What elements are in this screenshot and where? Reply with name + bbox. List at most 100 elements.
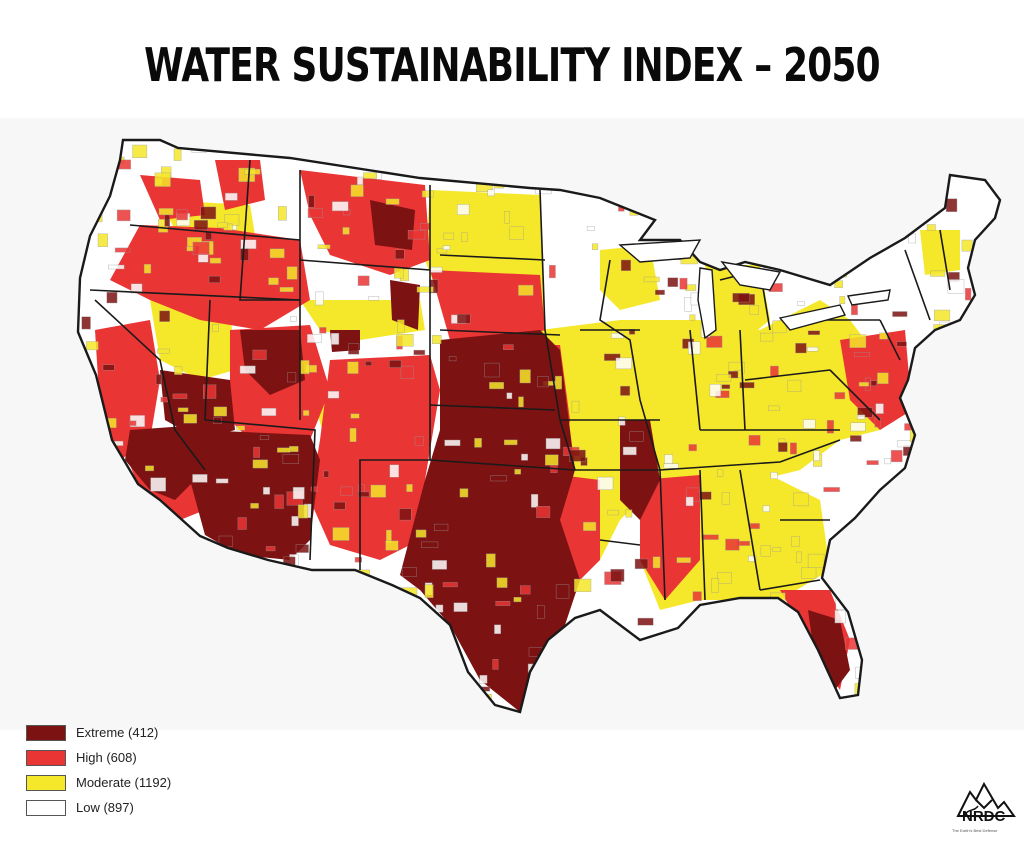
county-cell [297,504,308,519]
county-cell [519,369,531,384]
county-cell [762,505,770,513]
county-cell [965,160,983,173]
county-cell [509,226,525,240]
county-cell [252,349,267,360]
county-cell [749,305,759,315]
county-cell [401,567,417,577]
county-cell [332,527,350,541]
county-cell [416,286,434,293]
county-cell [978,147,985,155]
county-cell [436,248,448,254]
county-cell [835,156,845,166]
county-cell [132,144,148,159]
county-cell [154,172,171,187]
extreme-regions [125,200,850,712]
county-cell [634,558,649,569]
county-cell [92,558,104,564]
county-cell [513,597,522,603]
county-cell [487,189,495,197]
county-cell [956,451,965,464]
county-cell [667,277,679,287]
county-cell [823,487,840,492]
county-cell [589,182,604,191]
county-cell [174,366,183,375]
county-cell [618,416,626,426]
county-cell [129,420,137,426]
county-cell [486,553,496,568]
county-cell [250,503,259,509]
county-cell [874,544,881,553]
county-cell [931,589,942,595]
county-cell [484,362,500,378]
county-cell [202,384,217,399]
county-cell [172,393,188,399]
county-cell [160,397,169,403]
county-cell [550,684,560,690]
county-cell [557,663,564,678]
county-cell [282,576,296,583]
county-cell [286,266,298,280]
county-cell [237,627,248,639]
county-cell [537,376,549,388]
county-cell [173,148,182,161]
county-cell [849,334,867,348]
county-cell [571,636,580,646]
county-cell [259,435,270,440]
county-cell [236,425,245,431]
county-cell [655,289,665,296]
county-cell [514,469,521,475]
legend: Extreme (412) High (608) Moderate (1192)… [26,720,171,820]
logo-text: NRDC [962,808,1006,825]
county-cell [513,144,522,158]
county-cell [597,476,614,491]
county-cell [643,276,660,283]
legend-item-low: Low (897) [26,795,171,820]
county-cell [350,413,360,419]
county-cell [420,223,430,231]
county-cell [494,624,501,634]
county-cell [934,309,951,321]
county-cell [971,508,979,521]
county-cell [960,142,968,154]
county-cell [772,547,782,552]
county-cell [760,332,774,342]
county-cell [504,210,510,224]
county-cell [175,683,190,690]
county-cell [282,454,299,464]
county-cell [432,335,442,344]
county-cell [240,246,249,261]
county-cell [401,693,416,702]
county-cell [624,637,633,646]
county-cell [969,535,984,544]
county-cell [620,385,631,396]
county-cell [157,348,170,354]
county-cell [968,557,985,570]
county-cell [274,494,284,509]
county-cell [415,529,427,538]
county-cell [538,693,544,703]
county-cell [788,694,796,704]
county-cell [211,560,220,566]
county-cell [394,267,404,279]
county-cell [287,143,301,151]
county-cell [342,671,358,678]
county-cell [224,643,237,653]
county-cell [292,487,305,500]
county-cell [461,232,468,242]
county-cell [945,540,957,548]
county-cell [732,293,750,303]
county-cell [741,684,753,690]
county-cell [918,158,934,173]
county-cell [777,222,786,235]
county-cell [717,469,724,477]
county-cell [972,604,983,615]
county-cell [299,590,307,599]
county-cell [277,447,291,453]
county-cell [225,192,238,201]
county-cell [770,365,779,377]
county-cell [830,241,838,254]
county-cell [930,492,937,497]
county-cell [138,693,145,701]
county-cell [107,498,124,510]
county-cell [155,374,162,385]
